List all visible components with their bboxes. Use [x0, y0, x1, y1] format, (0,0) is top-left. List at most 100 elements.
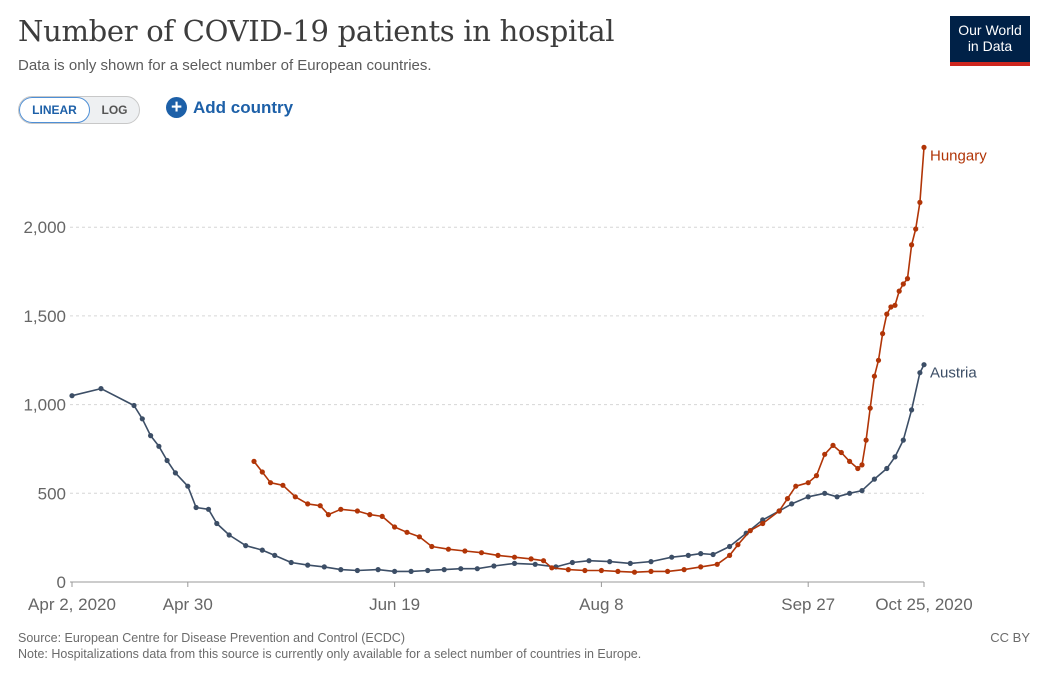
data-point [292, 494, 298, 500]
license-link[interactable]: CC BY [990, 630, 1030, 645]
data-point [789, 501, 795, 507]
data-point [727, 543, 733, 550]
data-point [205, 506, 212, 512]
data-point [685, 552, 691, 559]
data-point [805, 494, 811, 500]
data-point [793, 483, 799, 489]
data-point [495, 552, 501, 559]
data-point [880, 331, 886, 337]
scale-toggle: LINEAR LOG [18, 96, 140, 124]
data-point [491, 563, 497, 569]
data-point [784, 496, 791, 502]
logo-line-2: in Data [967, 38, 1013, 54]
add-country-button[interactable]: + Add country [166, 97, 293, 118]
owid-logo[interactable]: Our World in Data [950, 16, 1030, 66]
series-line [71, 364, 925, 573]
data-point [172, 470, 178, 476]
data-point [582, 567, 588, 574]
data-point [760, 517, 766, 523]
data-point [259, 469, 265, 475]
data-point [710, 551, 716, 558]
data-point [921, 144, 927, 150]
data-point [847, 490, 853, 496]
data-point [462, 548, 468, 554]
series-line [253, 147, 925, 574]
data-point [648, 568, 654, 575]
data-point [669, 554, 675, 560]
data-point [665, 568, 671, 575]
data-point [598, 567, 605, 574]
y-tick-label: 1,000 [23, 396, 66, 415]
data-point [888, 304, 894, 310]
data-point [569, 559, 576, 566]
data-point [822, 451, 828, 457]
data-point [648, 559, 654, 565]
x-tick-label: Apr 2, 2020 [28, 595, 116, 614]
data-point [830, 442, 836, 448]
data-point [511, 554, 518, 560]
y-tick-label: 0 [57, 573, 66, 592]
data-point [445, 546, 451, 552]
linear-scale-button[interactable]: LINEAR [19, 97, 90, 123]
x-axis: Apr 2, 2020 Apr 30 Jun 19 Aug 8 Sep 27 Oct 25… [28, 581, 973, 614]
x-tick-label: Aug 8 [579, 595, 623, 614]
data-point [338, 567, 344, 573]
data-point [251, 458, 257, 464]
data-point [921, 362, 927, 368]
data-point [565, 567, 571, 573]
data-point [909, 407, 915, 413]
data-point [607, 559, 613, 565]
data-point [429, 543, 435, 550]
y-axis: 0 500 1,000 1,500 2,000 [23, 218, 66, 592]
chart-title: Number of COVID-19 patients in hospital [18, 14, 615, 48]
data-point [698, 551, 704, 557]
series-austria[interactable]: Austria [69, 362, 977, 575]
data-point [615, 568, 621, 575]
logo-line-1: Our World [958, 22, 1022, 38]
y-tick-label: 2,000 [23, 218, 66, 237]
data-point [325, 511, 331, 518]
data-point [714, 561, 720, 567]
data-point [871, 373, 878, 379]
series-hungary[interactable]: Hungary [251, 144, 987, 575]
x-tick-label: Sep 27 [781, 595, 835, 614]
data-point [900, 281, 906, 287]
data-point [408, 568, 414, 575]
data-point [913, 226, 919, 232]
data-point [379, 513, 385, 520]
data-point [838, 449, 844, 456]
data-point [441, 567, 447, 573]
log-scale-button[interactable]: LOG [101, 103, 128, 117]
data-point [243, 543, 249, 549]
data-point [822, 490, 828, 496]
data-point [896, 288, 902, 294]
data-point [892, 302, 898, 308]
data-point [540, 558, 547, 564]
data-point [416, 534, 422, 540]
x-tick-label: Apr 30 [163, 595, 213, 614]
data-point [847, 458, 853, 464]
data-point [586, 558, 592, 564]
data-point [226, 532, 232, 538]
data-point [863, 437, 869, 443]
data-point [859, 462, 865, 468]
chart-footer: Source: European Centre for Disease Prev… [18, 630, 641, 662]
data-point [884, 465, 890, 472]
data-point [549, 565, 555, 571]
data-point [214, 520, 220, 527]
series-layer: Austria Hungary [69, 144, 987, 575]
data-point [900, 437, 906, 443]
data-point [917, 370, 923, 376]
x-tick-label: Jun 19 [369, 595, 420, 614]
data-point [855, 465, 861, 472]
data-point [904, 276, 911, 282]
data-point [805, 480, 811, 486]
data-point [69, 393, 75, 399]
note-text: Note: Hospitalizations data from this so… [18, 647, 642, 661]
data-point [727, 552, 733, 559]
x-tick-label: Oct 25, 2020 [875, 595, 972, 614]
data-point [375, 567, 381, 573]
y-tick-label: 500 [38, 484, 66, 503]
data-point [321, 564, 327, 570]
